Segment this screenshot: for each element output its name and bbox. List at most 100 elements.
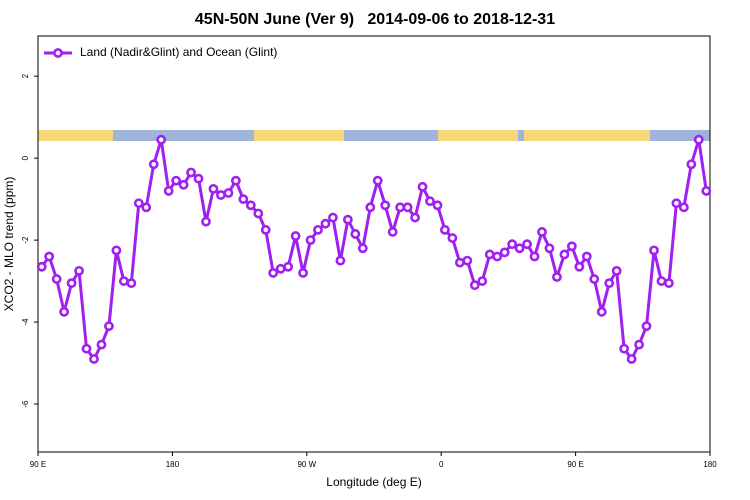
- data-point: [201, 216, 211, 227]
- land-band: [524, 130, 650, 141]
- data-point: [118, 276, 129, 286]
- data-point: [260, 224, 271, 235]
- data-point: [589, 274, 600, 284]
- data-point: [522, 239, 532, 250]
- land-band: [38, 130, 113, 141]
- land-band: [254, 130, 344, 141]
- data-point: [133, 198, 144, 209]
- y-tick-label: 2: [21, 73, 30, 78]
- data-point: [111, 245, 122, 256]
- data-point: [492, 251, 503, 262]
- x-tick-label: 0: [439, 460, 444, 469]
- data-point: [552, 272, 562, 282]
- data-point: [298, 267, 308, 278]
- data-point: [678, 202, 689, 213]
- data-point: [81, 343, 92, 354]
- data-point: [693, 134, 704, 145]
- data-point: [656, 276, 667, 286]
- y-tick-label: -4: [21, 318, 30, 326]
- data-point: [365, 202, 376, 213]
- data-point: [193, 173, 204, 184]
- data-point: [484, 249, 495, 260]
- data-point: [544, 243, 555, 254]
- data-point: [447, 233, 458, 243]
- legend: Land (Nadir&Glint) and Ocean (Glint): [44, 45, 277, 59]
- data-point: [425, 196, 435, 207]
- data-point: [410, 212, 420, 223]
- surface-strip: [38, 130, 710, 141]
- series-line: [40, 138, 708, 361]
- data-point: [66, 278, 77, 289]
- data-point: [581, 251, 592, 262]
- data-point: [626, 354, 637, 364]
- data-point: [664, 278, 674, 289]
- data-point: [186, 167, 196, 178]
- data-point: [163, 186, 174, 196]
- data-point: [171, 175, 182, 186]
- x-tick-label: 180: [166, 460, 180, 469]
- data-point: [342, 214, 353, 225]
- data-point: [574, 261, 585, 272]
- data-point: [387, 227, 398, 237]
- ocean-band: [38, 130, 710, 141]
- data-point: [275, 263, 286, 274]
- data-point: [320, 218, 331, 229]
- y-tick-label: -6: [21, 400, 30, 408]
- data-point: [372, 175, 383, 186]
- data-point: [462, 255, 473, 266]
- x-tick-label: 90 W: [297, 460, 316, 469]
- x-axis-label: Longitude (deg E): [326, 475, 421, 489]
- legend-label: Land (Nadir&Glint) and Ocean (Glint): [80, 45, 277, 59]
- y-axis-label: XCO2 - MLO trend (ppm): [2, 177, 16, 312]
- data-point: [357, 243, 368, 254]
- data-point: [634, 339, 644, 350]
- x-tick-label: 90 E: [30, 460, 46, 469]
- data-point: [559, 249, 570, 260]
- data-point: [156, 134, 167, 145]
- data-point: [566, 241, 577, 252]
- data-point: [380, 200, 391, 211]
- data-point: [96, 339, 107, 350]
- data-point: [649, 245, 659, 256]
- data-point: [529, 251, 540, 262]
- data-point: [178, 179, 189, 190]
- data-point: [141, 202, 152, 213]
- data-point: [432, 200, 443, 211]
- data-point: [245, 200, 256, 211]
- data-point: [148, 159, 159, 170]
- data-point: [328, 212, 338, 223]
- data-point: [208, 183, 219, 194]
- data-point: [44, 251, 55, 262]
- legend-marker: [53, 48, 63, 58]
- data-point: [59, 306, 70, 317]
- data-point: [440, 224, 450, 235]
- data-point: [104, 321, 114, 332]
- data-point: [604, 278, 615, 289]
- data-point: [89, 354, 99, 364]
- data-point: [268, 267, 279, 278]
- data-point: [230, 175, 241, 186]
- data-point: [611, 265, 622, 276]
- y-tick-label: -2: [21, 236, 30, 244]
- data-point: [686, 159, 697, 170]
- data-point: [313, 224, 323, 235]
- data-point: [499, 247, 510, 258]
- data-point: [477, 276, 488, 286]
- data-point: [596, 306, 607, 317]
- data-point: [290, 231, 301, 241]
- plot-frame: [37, 35, 711, 453]
- data-point: [402, 202, 413, 213]
- data-point: [671, 198, 682, 209]
- data-point: [51, 274, 62, 284]
- data-point: [417, 181, 428, 192]
- data-point: [253, 208, 264, 219]
- data-point: [641, 321, 652, 332]
- x-tick-label: 180: [703, 460, 717, 469]
- data-point: [619, 343, 630, 354]
- data-point: [126, 278, 137, 289]
- data-point: [350, 229, 361, 239]
- data-point: [537, 227, 547, 237]
- chart-title: 45N-50N June (Ver 9) 2014-09-06 to 2018-…: [195, 11, 555, 28]
- data-point: [283, 261, 294, 272]
